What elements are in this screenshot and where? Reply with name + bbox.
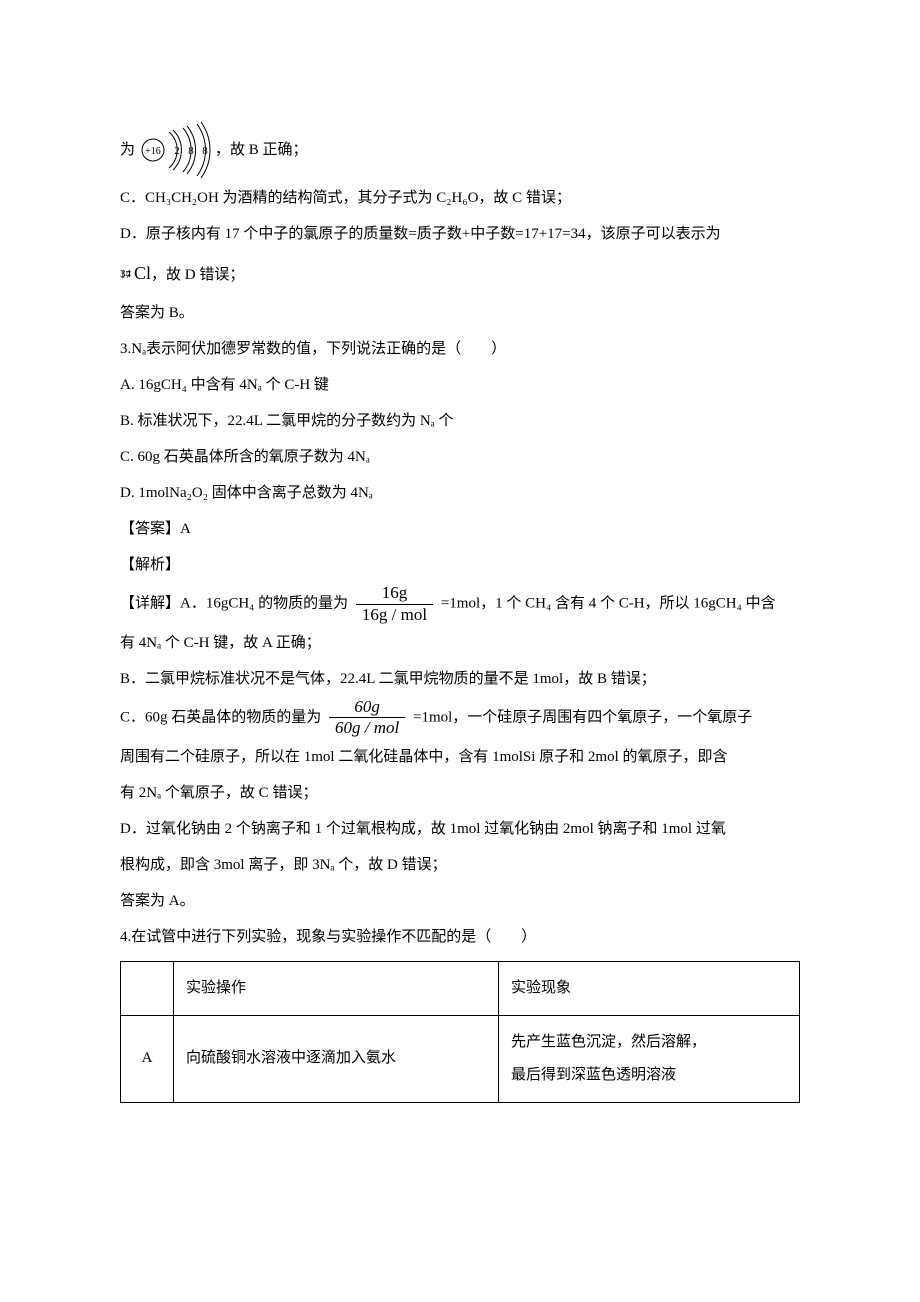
q4-stem: 4.在试管中进行下列实验，现象与实验操作不匹配的是（ ） [120, 919, 800, 955]
row-a-label: A [121, 1015, 174, 1102]
explanation-b-line: 为 +16 2 8 8 ，故 B 正确； [120, 120, 800, 180]
svg-text:2: 2 [174, 145, 180, 157]
q3-detail-a-line1: 【详解】A．16gCH₄ 的物质的量为 16g 16g / mol =1mol，… [120, 583, 800, 625]
q3-detail-b: B．二氯甲烷标准状况不是气体，22.4L 二氯甲烷物质的量不是 1mol，故 B… [120, 661, 800, 697]
q3-analysis-label: 【解析】 [120, 547, 800, 583]
q3-detail-c-line2: 周围有二个硅原子，所以在 1mol 二氧化硅晶体中，含有 1molSi 原子和 … [120, 739, 800, 775]
q3-detail-d-line1: D．过氧化钠由 2 个钠离子和 1 个过氧根构成，故 1mol 过氧化钠由 2m… [120, 811, 800, 847]
explanation-c: C．CH₃CH₂OH 为酒精的结构简式，其分子式为 C₂H₆O，故 C 错误； [120, 180, 800, 216]
q3-answer: 【答案】A [120, 511, 800, 547]
row-a-phenomenon: 先产生蓝色沉淀，然后溶解， 最后得到深蓝色透明溶液 [499, 1015, 800, 1102]
q3-option-b: B. 标准状况下，22.4L 二氯甲烷的分子数约为 Nₐ 个 [120, 403, 800, 439]
text-rest: ，故 D 错误； [151, 267, 244, 283]
text-prefix: 为 [120, 132, 135, 168]
isotope-notation: 34 17 [120, 267, 134, 285]
table-header-row: 实验操作 实验现象 [121, 961, 800, 1015]
q3-final-answer: 答案为 A。 [120, 883, 800, 919]
q3-detail-a-line2: 有 4Nₐ 个 C-H 键，故 A 正确； [120, 625, 800, 661]
experiment-table: 实验操作 实验现象 A 向硫酸铜水溶液中逐滴加入氨水 先产生蓝色沉淀，然后溶解，… [120, 961, 800, 1103]
q3-detail-c-line1: C．60g 石英晶体的物质的量为 60g 60g / mol =1mol，一个硅… [120, 697, 800, 739]
q3-detail-c-line3: 有 2Nₐ 个氧原子，故 C 错误； [120, 775, 800, 811]
explanation-d-line2: 34 17 Cl，故 D 错误； [120, 252, 800, 295]
table-row-a: A 向硫酸铜水溶液中逐滴加入氨水 先产生蓝色沉淀，然后溶解， 最后得到深蓝色透明… [121, 1015, 800, 1102]
q3-option-c: C. 60g 石英晶体所含的氧原子数为 4Nₐ [120, 439, 800, 475]
header-blank [121, 961, 174, 1015]
sulfur-atom-diagram: +16 2 8 8 [135, 120, 215, 180]
text-suffix: ，故 B 正确； [215, 132, 308, 168]
q3-detail-d-line2: 根构成，即含 3mol 离子，即 3Nₐ 个，故 D 错误； [120, 847, 800, 883]
svg-text:+16: +16 [145, 146, 161, 157]
header-operation: 实验操作 [174, 961, 499, 1015]
fraction-16g: 16g 16g / mol [356, 583, 433, 625]
svg-text:8: 8 [202, 145, 208, 157]
explanation-d-line1: D．原子核内有 17 个中子的氯原子的质量数=质子数+中子数=17+17=34，… [120, 216, 800, 252]
q3-stem: 3.Nₐ表示阿伏加德罗常数的值，下列说法正确的是（ ） [120, 331, 800, 367]
row-a-operation: 向硫酸铜水溶液中逐滴加入氨水 [174, 1015, 499, 1102]
q3-option-a: A. 16gCH₄ 中含有 4Nₐ 个 C-H 键 [120, 367, 800, 403]
q3-option-d: D. 1molNa₂O₂ 固体中含离子总数为 4Nₐ [120, 475, 800, 511]
document-page: 为 +16 2 8 8 ，故 B 正确； C．CH₃CH₂OH 为酒精的结构简式… [0, 0, 920, 1302]
svg-text:8: 8 [188, 145, 194, 157]
element-symbol: Cl [134, 263, 151, 283]
fraction-60g: 60g 60g / mol [329, 697, 405, 739]
header-phenomenon: 实验现象 [499, 961, 800, 1015]
answer-b: 答案为 B。 [120, 295, 800, 331]
